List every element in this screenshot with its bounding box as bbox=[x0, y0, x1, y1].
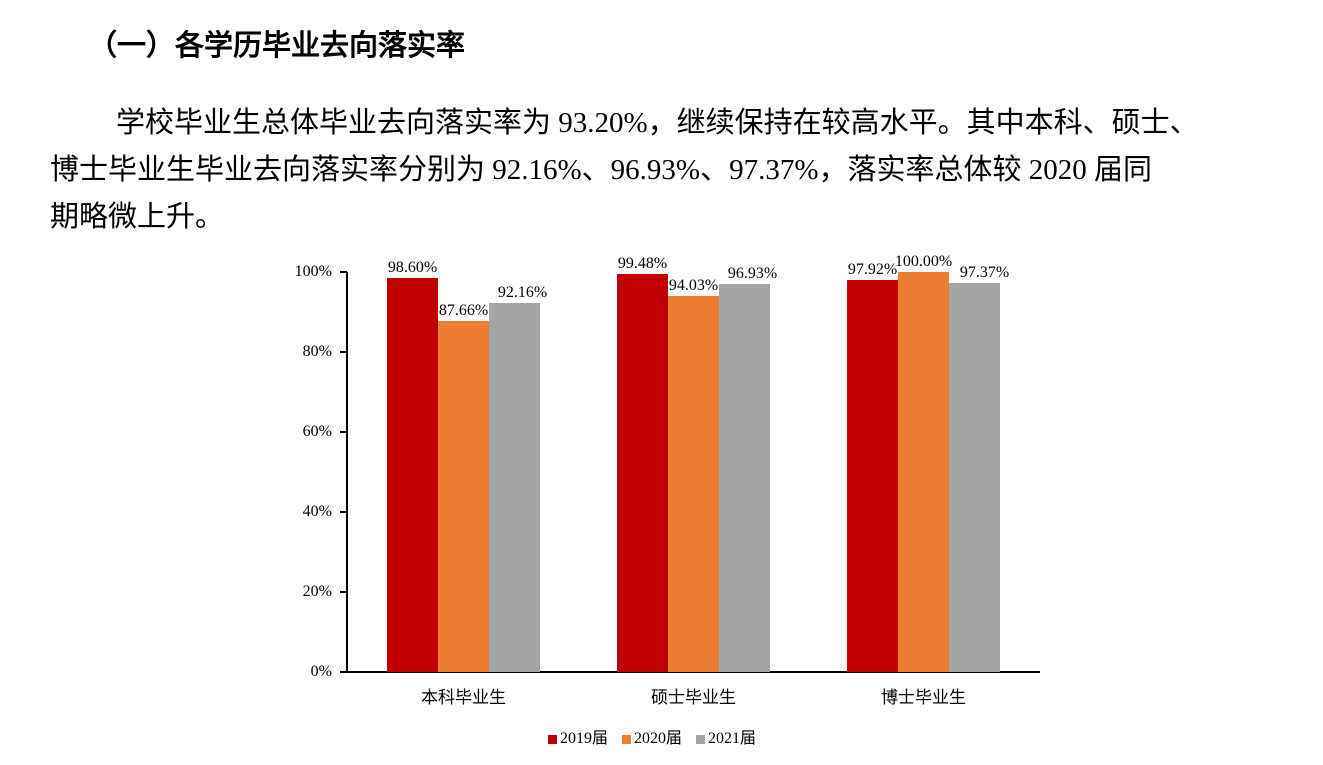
bar-value-label: 98.60% bbox=[387, 258, 438, 276]
legend-swatch-icon bbox=[548, 734, 557, 744]
legend-label: 2021届 bbox=[708, 730, 757, 747]
bar bbox=[387, 277, 438, 672]
bar-value-label: 97.37% bbox=[959, 263, 1010, 281]
y-tick-label: 0% bbox=[310, 663, 332, 680]
bar-value-label: 99.48% bbox=[617, 255, 668, 273]
bar bbox=[949, 282, 1000, 672]
y-axis-line bbox=[346, 272, 348, 672]
legend-label: 2019届 bbox=[560, 730, 609, 747]
legend-item: 2020届 bbox=[622, 730, 682, 748]
bar bbox=[617, 274, 668, 672]
section-heading: （一）各学历毕业去向落实率 bbox=[88, 30, 466, 62]
summary-paragraph: 学校毕业生总体毕业去向落实率为 93.20%，继续保持在较高水平。其中本科、硕士… bbox=[50, 100, 1300, 241]
bar bbox=[847, 280, 898, 672]
legend-swatch-icon bbox=[696, 734, 706, 744]
y-tick-label: 40% bbox=[302, 503, 332, 520]
y-tick-label: 80% bbox=[302, 343, 332, 360]
paragraph-line-3: 期略微上升。 bbox=[50, 201, 225, 233]
bar-value-label: 96.93% bbox=[727, 265, 778, 283]
paragraph-line-1: 学校毕业生总体毕业去向落实率为 93.20%，继续保持在较高水平。其中本科、硕士… bbox=[116, 107, 1199, 139]
bar bbox=[719, 284, 770, 672]
chart-legend: 2019届 2020届 2021届 bbox=[548, 730, 756, 748]
bar-value-label: 92.16% bbox=[497, 284, 548, 302]
x-category-label: 博士毕业生 bbox=[881, 688, 966, 707]
y-tick bbox=[340, 351, 347, 353]
legend-label: 2020届 bbox=[634, 730, 683, 747]
y-tick bbox=[340, 671, 347, 673]
y-tick-label: 100% bbox=[294, 263, 332, 280]
bar-value-label: 94.03% bbox=[668, 276, 719, 294]
y-tick bbox=[340, 431, 347, 433]
x-category-label: 本科毕业生 bbox=[421, 688, 506, 707]
bar bbox=[489, 303, 540, 672]
bar-value-label: 97.92% bbox=[847, 261, 898, 279]
legend-item: 2019届 bbox=[548, 730, 608, 748]
y-tick bbox=[340, 511, 347, 513]
bar bbox=[438, 321, 489, 672]
bar-value-label: 100.00% bbox=[894, 253, 953, 270]
paragraph-line-2: 博士毕业生毕业去向落实率分别为 92.16%、96.93%、97.37%，落实率… bbox=[50, 154, 1152, 186]
y-tick bbox=[340, 591, 347, 593]
bar bbox=[898, 272, 949, 672]
y-tick-label: 60% bbox=[302, 423, 332, 440]
legend-swatch-icon bbox=[622, 734, 632, 744]
legend-item: 2021届 bbox=[696, 730, 756, 748]
x-category-label: 硕士毕业生 bbox=[651, 688, 736, 707]
y-tick-label: 20% bbox=[302, 583, 332, 600]
x-axis-line bbox=[346, 671, 1040, 673]
bar bbox=[668, 295, 719, 672]
bar-value-label: 87.66% bbox=[438, 302, 489, 320]
y-tick bbox=[340, 271, 347, 273]
